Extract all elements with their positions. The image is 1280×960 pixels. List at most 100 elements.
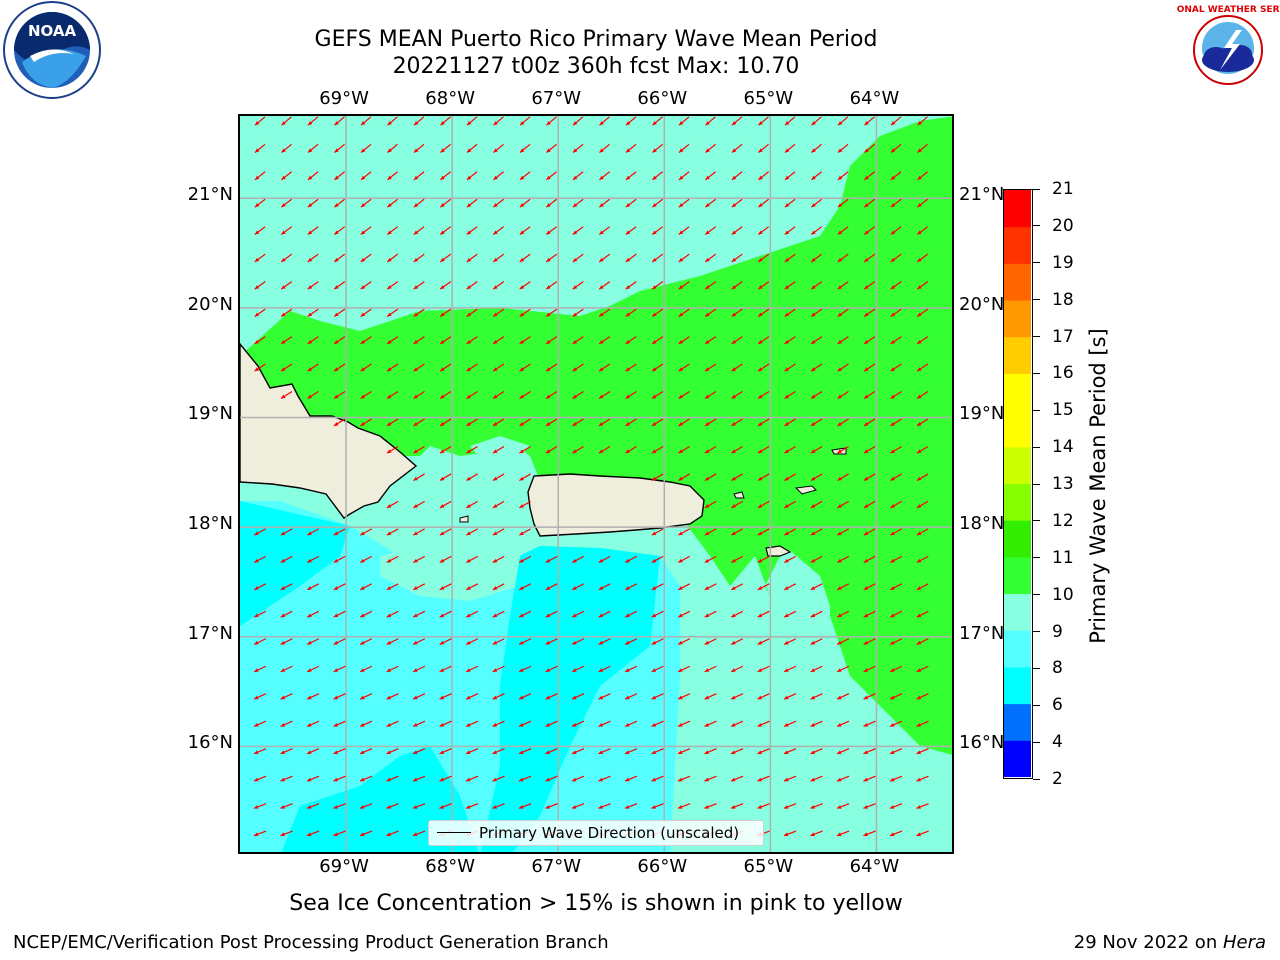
wave-arrow [466,198,478,208]
wave-arrow [465,748,479,755]
wave-arrow [413,226,425,235]
wave-arrow [545,308,558,317]
period-band-6-8-west [240,501,350,626]
colorbar-segment [1004,703,1031,741]
wave-arrow [387,171,398,181]
wave-arrow [836,803,850,809]
wave-arrow [572,445,584,454]
colorbar-tick-label: 9 [1052,621,1063,642]
wave-arrow [386,610,399,618]
wave-arrow [280,198,293,208]
wave-arrow [492,555,505,563]
wave-arrow [757,803,770,809]
wave-arrow [651,775,664,782]
wave-arrow [598,693,611,700]
wave-arrow [783,803,797,809]
wave-arrow [465,803,479,809]
colorbar-tick-label: 17 [1052,326,1074,347]
wave-arrow [412,775,426,782]
wave-arrow [863,610,876,618]
wave-arrow [810,391,823,399]
wave-arrow [492,473,505,481]
wave-arrow [466,116,478,126]
wave-arrow [784,500,796,509]
colorbar-tick-label: 16 [1052,363,1074,384]
wave-arrow [386,363,399,372]
wave-arrow [439,226,452,235]
wave-arrow [545,363,558,372]
footer-date: 29 Nov 2022 on Hera [1074,932,1266,954]
wave-arrow [360,336,372,345]
wave-arrow [492,528,505,536]
wave-arrow [253,638,267,645]
wave-arrow [890,253,902,263]
wave-arrow [360,143,372,153]
wave-arrow [624,665,638,673]
wave-arrow [571,693,585,700]
colorbar-tick-label: 6 [1052,695,1063,716]
wave-arrow [307,308,319,317]
wave-arrow [359,748,373,755]
wave-arrow [916,391,929,399]
wave-arrow [758,171,769,181]
wave-arrow [757,198,770,208]
wave-arrow [889,720,903,727]
colorbar-segment [1004,336,1031,374]
wave-arrow [704,473,717,481]
colorbar [1003,189,1033,779]
wave-arrow [253,610,267,618]
wave-arrow [625,226,637,235]
wave-arrow [360,171,372,181]
wave-arrow [784,308,796,317]
wave-arrow [545,583,558,591]
wave-arrow [651,528,664,536]
wave-arrow [677,775,691,782]
wave-arrow [625,281,637,290]
wave-arrow [890,281,902,290]
wave-arrow [810,555,823,563]
wave-arrow [386,336,399,345]
wave-arrow [572,308,584,317]
wave-arrow [334,116,345,126]
footer-branch: NCEP/EMC/Verification Post Processing Pr… [13,932,609,953]
wave-arrow [890,418,902,427]
wave-arrow [572,116,584,126]
wave-arrow [916,363,929,372]
colorbar-segment [1004,226,1031,264]
wave-arrow [386,775,399,782]
wave-arrow [439,803,452,809]
wave-arrow [889,665,903,673]
wave-arrow [890,116,902,126]
wave-arrow [624,555,638,563]
wave-arrow [678,253,690,263]
wave-arrow [465,775,479,782]
wave-arrow [757,500,770,509]
wave-arrow [306,555,320,563]
colorbar-tick-mark [1033,188,1040,190]
wave-arrow [280,665,293,673]
lon-label-bottom: 69°W [319,856,369,877]
wave-arrow [810,610,823,618]
colorbar-tick-mark [1033,299,1040,301]
wave-arrow [625,253,637,263]
wave-arrow [784,528,796,536]
wave-arrow [492,500,505,509]
wave-arrow [360,281,372,290]
wave-arrow [678,418,690,427]
wave-arrow [757,363,770,372]
wave-arrow [651,391,664,399]
wave-arrow [837,253,849,263]
wave-arrow [757,748,770,755]
wave-arrow [889,693,903,700]
lat-label-left: 18°N [187,513,233,535]
colorbar-tick-label: 19 [1052,252,1074,273]
wave-arrow [625,116,637,126]
wave-arrow [307,336,319,345]
colorbar-tick-mark [1033,520,1040,522]
wave-arrow [678,445,690,454]
wave-arrow [890,336,902,345]
wave-arrow [333,610,346,618]
wave-arrow [652,171,663,181]
wave-arrow [863,473,876,481]
wave-arrow [386,281,399,290]
